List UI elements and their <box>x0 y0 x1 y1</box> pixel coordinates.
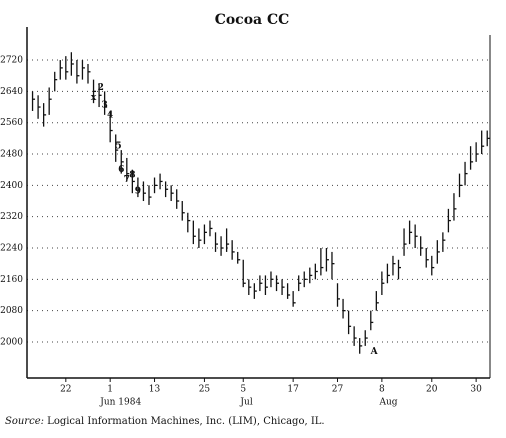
month-label: Aug <box>378 398 397 408</box>
y-tick-label: 2560 <box>0 118 23 128</box>
annotation: 9 <box>135 187 141 197</box>
y-tick-label: 2480 <box>0 150 23 160</box>
y-tick-label: 2400 <box>0 181 23 191</box>
x-tick-label: 13 <box>149 385 161 395</box>
x-tick-label: 25 <box>199 385 211 395</box>
x-tick-label: 8 <box>379 385 385 395</box>
y-tick-label: 2000 <box>0 337 23 347</box>
annotation: 6 <box>118 165 124 175</box>
x-tick-label: 1 <box>107 385 113 395</box>
x-tick-label: 30 <box>470 385 482 395</box>
annotation: 2 <box>98 83 104 93</box>
x-tick-label: 17 <box>287 385 299 395</box>
annotation: x <box>91 93 97 103</box>
chart-title: Cocoa CC <box>215 12 290 28</box>
annotation: 3 <box>101 101 107 111</box>
annotation: 7 <box>124 175 130 185</box>
month-label: Jul <box>239 398 252 408</box>
annotation: A <box>370 347 379 357</box>
annotation: 8 <box>129 171 135 181</box>
source-prefix: Source: <box>5 416 44 427</box>
y-tick-label: 2640 <box>0 87 23 97</box>
annotation: 4 <box>107 110 113 120</box>
x-tick-label: 20 <box>426 385 438 395</box>
x-tick-label: 22 <box>60 385 71 395</box>
y-tick-label: 2240 <box>0 244 23 254</box>
source-text: Source: Logical Information Machines, In… <box>5 416 325 427</box>
y-tick-label: 2720 <box>0 56 23 66</box>
annotation: 5 <box>115 142 121 152</box>
month-label: Jun 1984 <box>99 398 141 408</box>
y-tick-label: 2080 <box>0 306 23 316</box>
x-tick-label: 27 <box>332 385 344 395</box>
source: Logical Information Machines, Inc. (LIM)… <box>47 416 324 427</box>
y-tick-label: 2160 <box>0 275 23 285</box>
y-tick-label: 2320 <box>0 212 23 222</box>
x-tick-label: 5 <box>240 385 246 395</box>
